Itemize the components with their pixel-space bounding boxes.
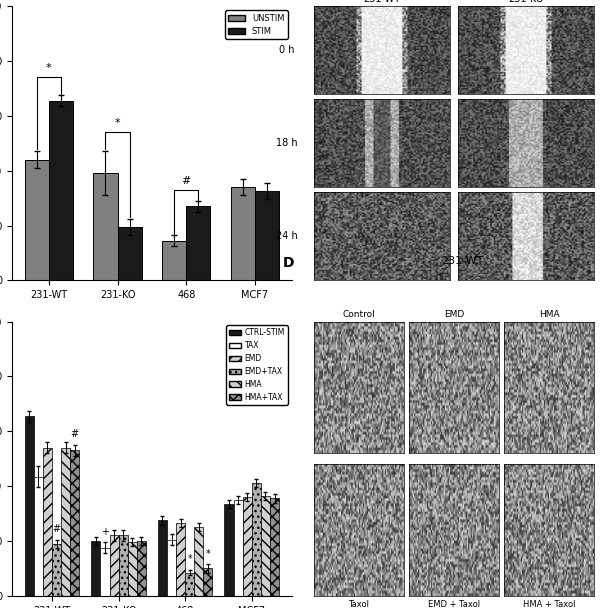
Bar <box>52 544 61 596</box>
Legend: UNSTIM, STIM: UNSTIM, STIM <box>225 10 287 39</box>
Text: *: * <box>46 63 52 74</box>
Bar <box>224 504 233 596</box>
X-axis label: HMA + Taxol: HMA + Taxol <box>523 600 575 608</box>
Bar <box>94 173 118 280</box>
Text: +: + <box>101 527 109 537</box>
Bar <box>49 101 73 280</box>
Title: HMA: HMA <box>539 310 559 319</box>
Bar <box>128 542 137 596</box>
Bar <box>118 227 142 280</box>
Bar <box>25 416 34 596</box>
Text: D: D <box>283 255 295 269</box>
Bar <box>231 187 255 280</box>
Bar <box>176 523 185 596</box>
Bar <box>270 499 279 596</box>
Bar <box>167 540 176 596</box>
Text: *: * <box>206 549 211 559</box>
Bar <box>119 536 128 596</box>
X-axis label: Taxol: Taxol <box>349 600 370 608</box>
Bar <box>252 483 261 596</box>
Text: #: # <box>182 176 191 186</box>
Bar <box>186 206 211 280</box>
Title: 231-KO: 231-KO <box>508 0 544 4</box>
Bar <box>25 160 49 280</box>
Bar <box>34 477 43 596</box>
Bar <box>233 500 242 596</box>
Bar <box>261 496 270 596</box>
Text: *: * <box>115 118 121 128</box>
Bar <box>185 573 194 596</box>
Bar <box>70 451 79 596</box>
Text: #: # <box>53 524 61 534</box>
Legend: CTRL-STIM, TAX, EMD, EMD+TAX, HMA, HMA+TAX: CTRL-STIM, TAX, EMD, EMD+TAX, HMA, HMA+T… <box>226 325 288 404</box>
Title: 231-WT: 231-WT <box>364 0 401 4</box>
Bar <box>255 192 279 280</box>
Bar <box>43 447 52 596</box>
Y-axis label: 0 h: 0 h <box>278 45 294 55</box>
Bar <box>242 497 252 596</box>
Y-axis label: 24 h: 24 h <box>275 232 297 241</box>
Title: Control: Control <box>343 310 376 319</box>
Bar <box>91 541 100 596</box>
Bar <box>203 568 212 596</box>
Text: *: * <box>187 554 192 564</box>
Title: EMD: EMD <box>444 310 464 319</box>
Bar <box>162 241 186 280</box>
Text: #: # <box>71 429 79 440</box>
Bar <box>100 548 110 596</box>
X-axis label: EMD + Taxol: EMD + Taxol <box>428 600 480 608</box>
Bar <box>61 447 70 596</box>
Y-axis label: 18 h: 18 h <box>275 138 297 148</box>
Bar <box>158 520 167 596</box>
Text: 231-WT: 231-WT <box>441 255 484 266</box>
Bar <box>194 527 203 596</box>
Bar <box>137 541 146 596</box>
Bar <box>110 536 119 596</box>
